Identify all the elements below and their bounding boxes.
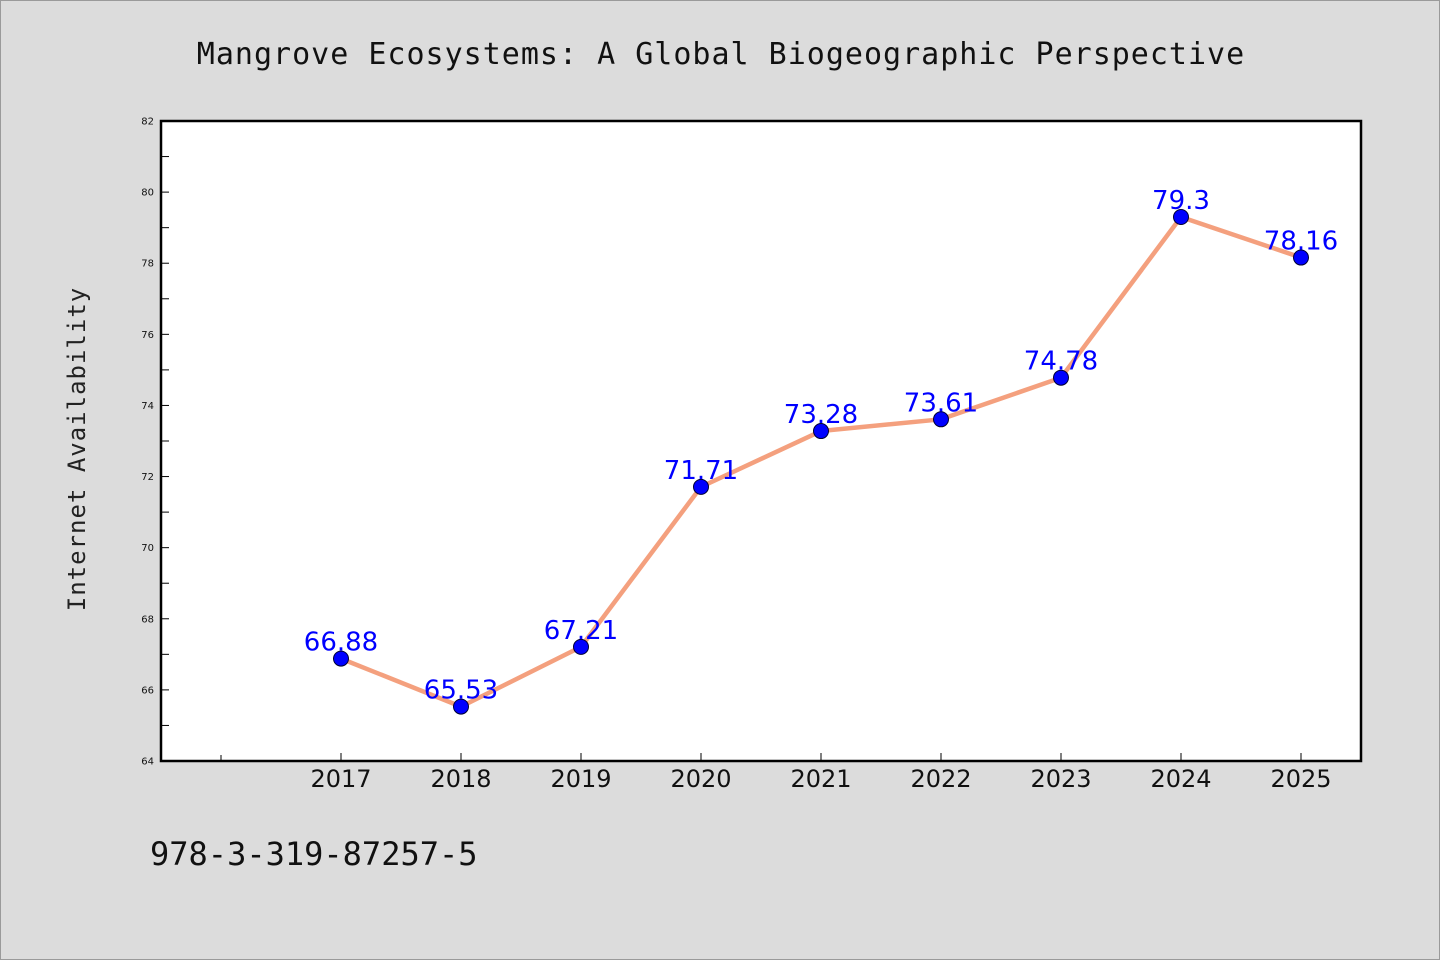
x-tick-label: 2017 <box>310 765 371 793</box>
series-line-group <box>333 209 1309 715</box>
y-tick-label: 66 <box>141 685 154 696</box>
data-point <box>1173 209 1189 225</box>
x-tick-label: 2023 <box>1030 765 1091 793</box>
data-point <box>573 638 589 655</box>
y-tick-label: 72 <box>141 472 154 483</box>
y-tick-label: 80 <box>141 188 154 199</box>
x-tick-label: 2019 <box>550 765 611 793</box>
y-tick-label: 64 <box>141 757 154 768</box>
data-point <box>453 698 469 715</box>
data-label: 65.53 <box>424 676 498 706</box>
y-axis: 64 66 68 70 72 74 76 78 80 82 <box>141 117 169 768</box>
x-tick-label: 2018 <box>430 765 491 793</box>
chart-title: Mangrove Ecosystems: A Global Biogeograp… <box>197 37 1245 72</box>
data-label: 74.78 <box>1024 347 1098 377</box>
y-tick-label: 78 <box>141 259 154 270</box>
y-tick-label: 70 <box>141 543 154 554</box>
x-tick-label: 2024 <box>1150 765 1211 793</box>
data-label: 73.28 <box>784 400 858 430</box>
y-tick-label: 74 <box>141 401 154 412</box>
data-point <box>933 411 949 428</box>
y-tick-label: 82 <box>141 117 154 128</box>
x-tick-label: 2025 <box>1270 765 1331 793</box>
y-tick-label: 76 <box>141 330 154 341</box>
x-tick-label: 2021 <box>790 765 851 793</box>
plot-area <box>161 121 1361 761</box>
x-axis: 2017 2018 2019 2020 2021 2022 2023 2024 2025 <box>220 753 1332 793</box>
x-tick-label: 2022 <box>910 765 971 793</box>
data-point <box>813 423 829 440</box>
data-point <box>1053 369 1069 386</box>
plot-frame <box>159 119 1363 763</box>
data-point <box>693 478 709 495</box>
y-axis-label: Internet Availability <box>63 287 91 611</box>
y-tick-label: 68 <box>141 614 154 625</box>
data-point <box>1293 249 1309 266</box>
data-label: 66.88 <box>304 628 378 658</box>
data-label: 78.16 <box>1264 227 1338 257</box>
data-label: 71.71 <box>664 456 738 486</box>
footer-code: 978-3-319-87257-5 <box>150 835 478 873</box>
data-point <box>333 650 349 667</box>
data-label: 79.3 <box>1152 186 1210 216</box>
data-labels-group: 66.88 65.53 67.21 71.71 73.28 73.61 74.78 79.3 7… <box>304 186 1338 706</box>
data-label: 73.61 <box>904 388 978 418</box>
x-tick-label: 2020 <box>670 765 731 793</box>
data-label: 67.21 <box>544 616 618 646</box>
